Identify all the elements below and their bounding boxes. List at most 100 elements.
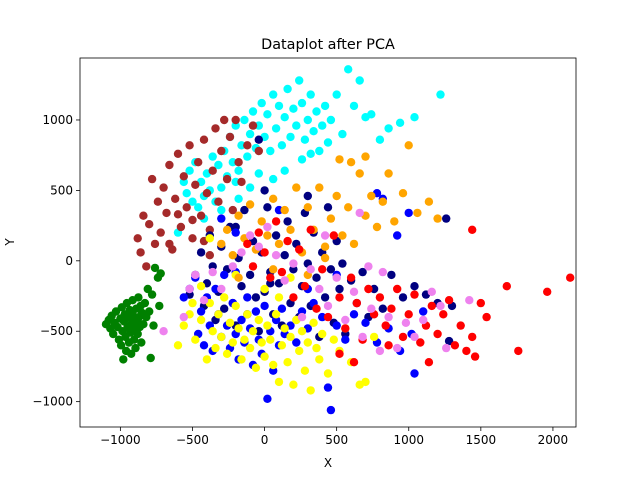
data-point [566,273,575,282]
data-point [248,121,258,130]
y-tick-label: 0 [65,254,73,268]
x-tick-label: 1500 [466,433,497,447]
data-point [424,358,434,367]
data-point [378,197,387,206]
data-point [263,222,272,232]
data-point [214,197,223,206]
data-point [442,214,451,223]
data-point [300,366,310,375]
data-point [295,346,304,356]
data-point [361,377,370,387]
data-point [338,129,347,139]
data-point [309,127,318,136]
data-point [269,174,278,184]
x-tick-label: 1000 [393,433,424,447]
data-point [245,231,255,240]
data-point [127,349,136,358]
data-point [271,231,281,240]
data-point [109,329,118,339]
data-point [254,121,263,130]
data-point [401,318,411,327]
data-point [240,115,249,125]
data-point [280,205,289,215]
data-point [318,265,327,274]
data-point [196,248,206,257]
data-point [222,174,232,184]
data-point [205,251,214,260]
data-point [179,312,188,322]
data-point [335,349,344,358]
data-point [260,352,269,361]
data-point [283,236,292,246]
data-point [393,343,402,353]
data-point [269,265,278,274]
data-point [208,152,217,161]
data-point [274,239,284,249]
data-point [355,76,364,85]
data-point [283,358,292,367]
data-point [384,169,393,178]
data-point [303,338,312,347]
data-point [306,149,315,158]
data-point [375,346,385,356]
data-point [260,301,269,311]
data-point [208,327,217,336]
x-tick-label: 0 [261,433,269,447]
data-point [251,307,261,316]
data-point [346,273,356,282]
data-point [393,231,402,240]
data-point [231,301,240,311]
x-axis-label: X [324,456,332,470]
data-point [240,205,249,215]
data-point [297,312,307,322]
data-point [214,310,223,319]
data-point [295,245,304,254]
data-point [468,332,477,342]
data-point [243,152,252,161]
data-point [315,355,324,364]
data-point [286,332,295,342]
data-point [543,287,552,296]
data-point [185,141,194,150]
y-tick-label: −500 [40,324,73,338]
x-tick-label: −1000 [100,433,141,447]
data-point [332,191,341,201]
data-point [367,191,376,201]
data-point [424,197,434,206]
data-point [514,346,523,356]
data-point [155,301,164,311]
data-point [225,318,235,327]
data-point [318,329,327,339]
data-point [384,124,393,133]
data-point [283,217,292,226]
data-point [306,386,315,395]
data-point [410,369,419,378]
data-point [245,270,255,280]
data-point [228,262,237,271]
data-point [335,284,344,294]
data-point [185,284,194,294]
data-point [179,293,188,302]
data-point [145,220,154,229]
data-point [245,343,255,353]
data-point [398,189,408,198]
data-point [323,369,333,378]
data-point [257,338,266,347]
data-point [196,315,206,325]
data-point [300,282,310,291]
data-point [384,341,393,350]
data-point [228,251,237,260]
data-point [217,205,226,215]
x-tick-label: −500 [176,433,209,447]
data-point [237,282,246,291]
data-point [260,284,269,294]
data-point [254,327,263,336]
data-point [274,377,284,387]
data-point [188,215,197,225]
data-point [245,183,255,192]
x-tick-label: 2000 [538,433,569,447]
data-point [162,208,171,218]
data-point [323,203,333,212]
data-point [269,360,278,370]
